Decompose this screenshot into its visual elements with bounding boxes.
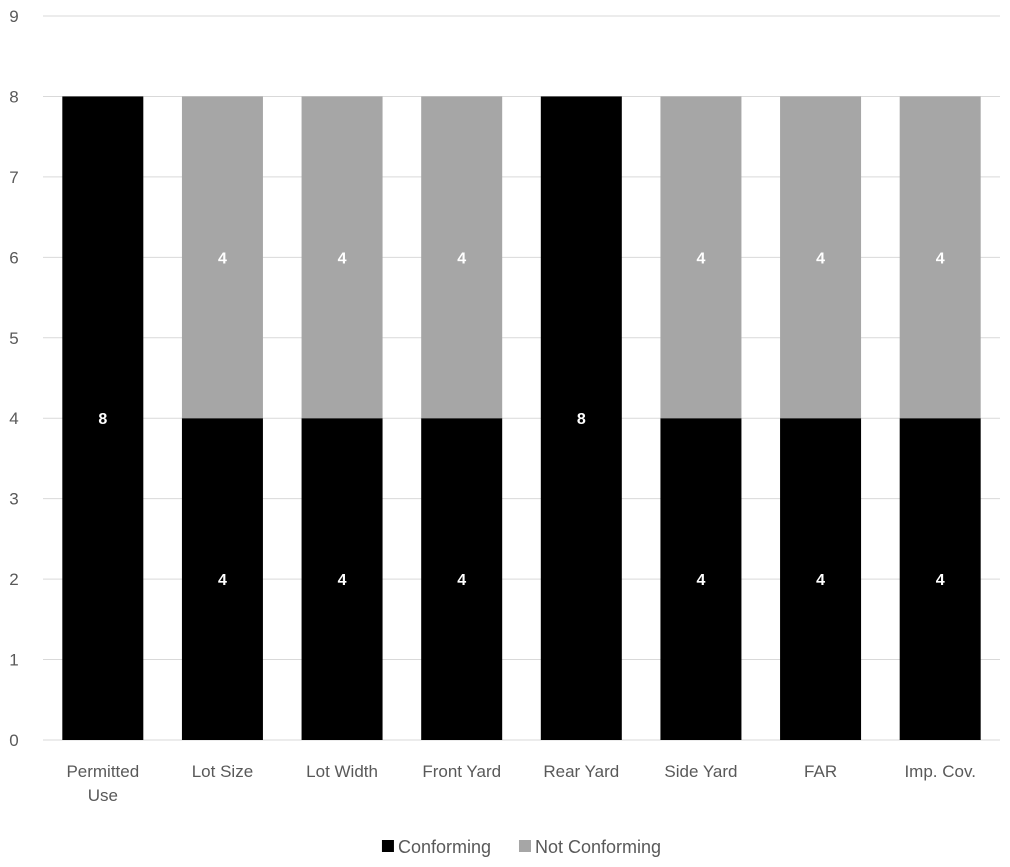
- bar-segment: [181, 96, 263, 419]
- y-tick-label: 2: [9, 570, 18, 589]
- x-tick-label: Lot Size: [192, 762, 253, 781]
- data-label: 4: [816, 250, 825, 267]
- y-tick-label: 6: [9, 248, 18, 267]
- bar-segment: [660, 418, 742, 740]
- legend: Conforming Not Conforming: [381, 837, 661, 857]
- data-label: 4: [457, 250, 466, 267]
- legend-swatch: [381, 840, 394, 852]
- legend-label: Conforming: [398, 837, 491, 857]
- data-label: 8: [98, 411, 107, 428]
- data-label: 4: [936, 250, 945, 267]
- x-axis: Permitted Use Lot Size Lot Width Front Yard R…: [66, 762, 975, 805]
- data-label: 4: [338, 572, 347, 589]
- x-tick-label: Imp. Cov.: [904, 762, 975, 781]
- y-tick-label: 3: [9, 490, 18, 509]
- data-label: 4: [816, 572, 825, 589]
- bar-segment: [540, 96, 622, 740]
- data-label: 4: [696, 572, 705, 589]
- bar-segment: [421, 96, 503, 419]
- bars: [62, 96, 981, 740]
- bar-segment: [301, 96, 383, 419]
- data-label: 4: [218, 250, 227, 267]
- y-tick-label: 4: [9, 409, 18, 428]
- x-tick-label: Permitted Use: [66, 762, 139, 805]
- bar-segment: [181, 418, 263, 740]
- bar-segment: [899, 418, 981, 740]
- bar-segment: [301, 418, 383, 740]
- legend-label: Not Conforming: [535, 837, 661, 857]
- bar-segment: [62, 96, 144, 740]
- data-label: 4: [696, 250, 705, 267]
- y-tick-label: 8: [9, 87, 18, 106]
- bar-segment: [421, 418, 503, 740]
- data-labels: 8 4 4 4 4 4 4 8 4 4 4 4 4 4: [98, 250, 944, 589]
- bar-segment: [899, 96, 981, 419]
- x-tick-label: Front Yard: [422, 762, 501, 781]
- y-tick-label: 1: [9, 651, 18, 670]
- data-label: 4: [457, 572, 466, 589]
- bar-segment: [780, 96, 862, 419]
- x-tick-label: FAR: [804, 762, 837, 781]
- legend-item: Conforming: [381, 837, 491, 857]
- data-label: 4: [218, 572, 227, 589]
- legend-swatch: [518, 840, 531, 852]
- x-tick-label: Rear Yard: [543, 762, 619, 781]
- data-label: 8: [577, 411, 586, 428]
- y-tick-label: 5: [9, 329, 18, 348]
- bar-segment: [660, 96, 742, 419]
- y-tick-label: 9: [9, 7, 18, 26]
- y-axis: 0 1 2 3 4 5 6 7 8 9: [9, 7, 18, 750]
- x-tick-label: Lot Width: [306, 762, 378, 781]
- bar-segment: [780, 418, 862, 740]
- y-tick-label: 7: [9, 168, 18, 187]
- legend-item: Not Conforming: [518, 837, 661, 857]
- data-label: 4: [936, 572, 945, 589]
- x-tick-label: Side Yard: [664, 762, 737, 781]
- y-tick-label: 0: [9, 731, 18, 750]
- data-label: 4: [338, 250, 347, 267]
